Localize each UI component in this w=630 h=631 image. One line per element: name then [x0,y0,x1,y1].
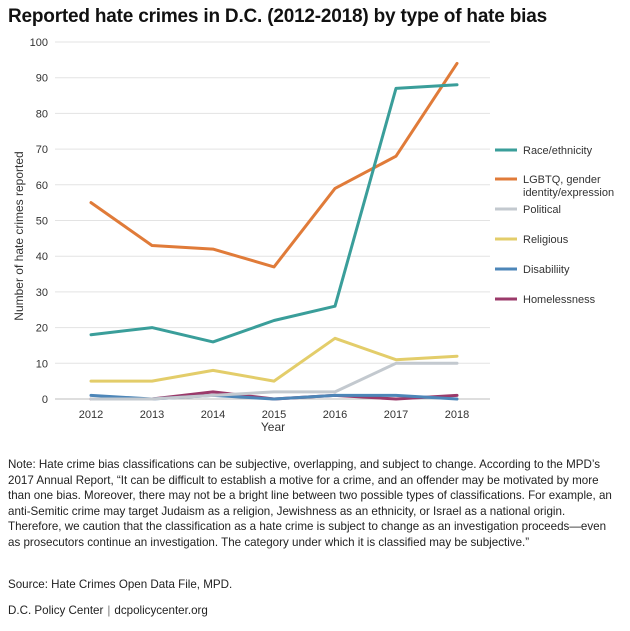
x-tick-label: 2012 [79,409,103,421]
x-tick-label: 2016 [323,409,347,421]
series-line-race-ethnicity [89,83,459,344]
legend-label: Religious [523,234,569,246]
y-tick-label: 30 [36,287,48,299]
y-tick-label: 0 [42,394,48,406]
x-tick-label: 2013 [140,409,164,421]
y-tick-label: 40 [36,251,48,263]
y-tick-label: 10 [36,358,48,370]
x-tick-label: 2017 [384,409,408,421]
series-lines [89,61,459,401]
chart-title: Reported hate crimes in D.C. (2012-2018)… [8,6,547,27]
footer-org: D.C. Policy Center [8,604,104,617]
legend-label: identity/expression [523,187,614,199]
x-tick-label: 2018 [445,409,469,421]
y-tick-label: 90 [36,73,48,85]
legend-label: LGBTQ, gender [523,174,601,186]
legend-label: Race/ethnicity [523,145,593,157]
source-text: Source: Hate Crimes Open Data File, MPD. [8,578,233,591]
x-axis-label: Year [261,420,285,434]
series-line-lgbtq-gender-identity-expression [89,61,459,269]
legend-label: Political [523,204,561,216]
y-axis-label: Number of hate crimes reported [12,151,26,320]
gridlines [55,41,490,400]
series-line-religious [89,336,459,383]
y-tick-label: 50 [36,216,48,228]
y-tick-label: 80 [36,108,48,120]
x-tick-labels: 2012 2013 2014 2015 2016 2017 2018 [79,409,469,421]
legend-label: Disabiliity [523,264,570,276]
footer-separator: | [107,604,111,617]
legend: Race/ethnicity LGBTQ, genderidentity/expr… [495,145,614,306]
y-tick-label: 20 [36,323,48,335]
y-tick-label: 70 [36,144,48,156]
footer-url: dcpolicycenter.org [114,604,208,617]
note-text: Note: Hate crime bias classifications ca… [8,458,612,549]
series-line-political [89,361,459,401]
footer: D.C. Policy Center | dcpolicycenter.org [8,604,208,617]
y-tick-label: 60 [36,180,48,192]
y-tick-label: 100 [30,37,48,49]
legend-label: Homelessness [523,294,596,306]
y-tick-labels: 0 10 20 30 40 50 60 70 80 90 100 [30,37,48,406]
x-tick-label: 2015 [262,409,286,421]
x-tick-label: 2014 [201,409,225,421]
